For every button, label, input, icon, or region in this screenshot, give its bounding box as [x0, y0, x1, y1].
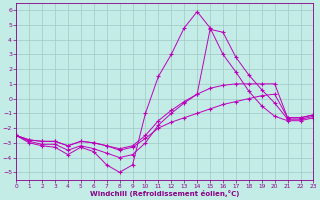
- X-axis label: Windchill (Refroidissement éolien,°C): Windchill (Refroidissement éolien,°C): [90, 190, 240, 197]
